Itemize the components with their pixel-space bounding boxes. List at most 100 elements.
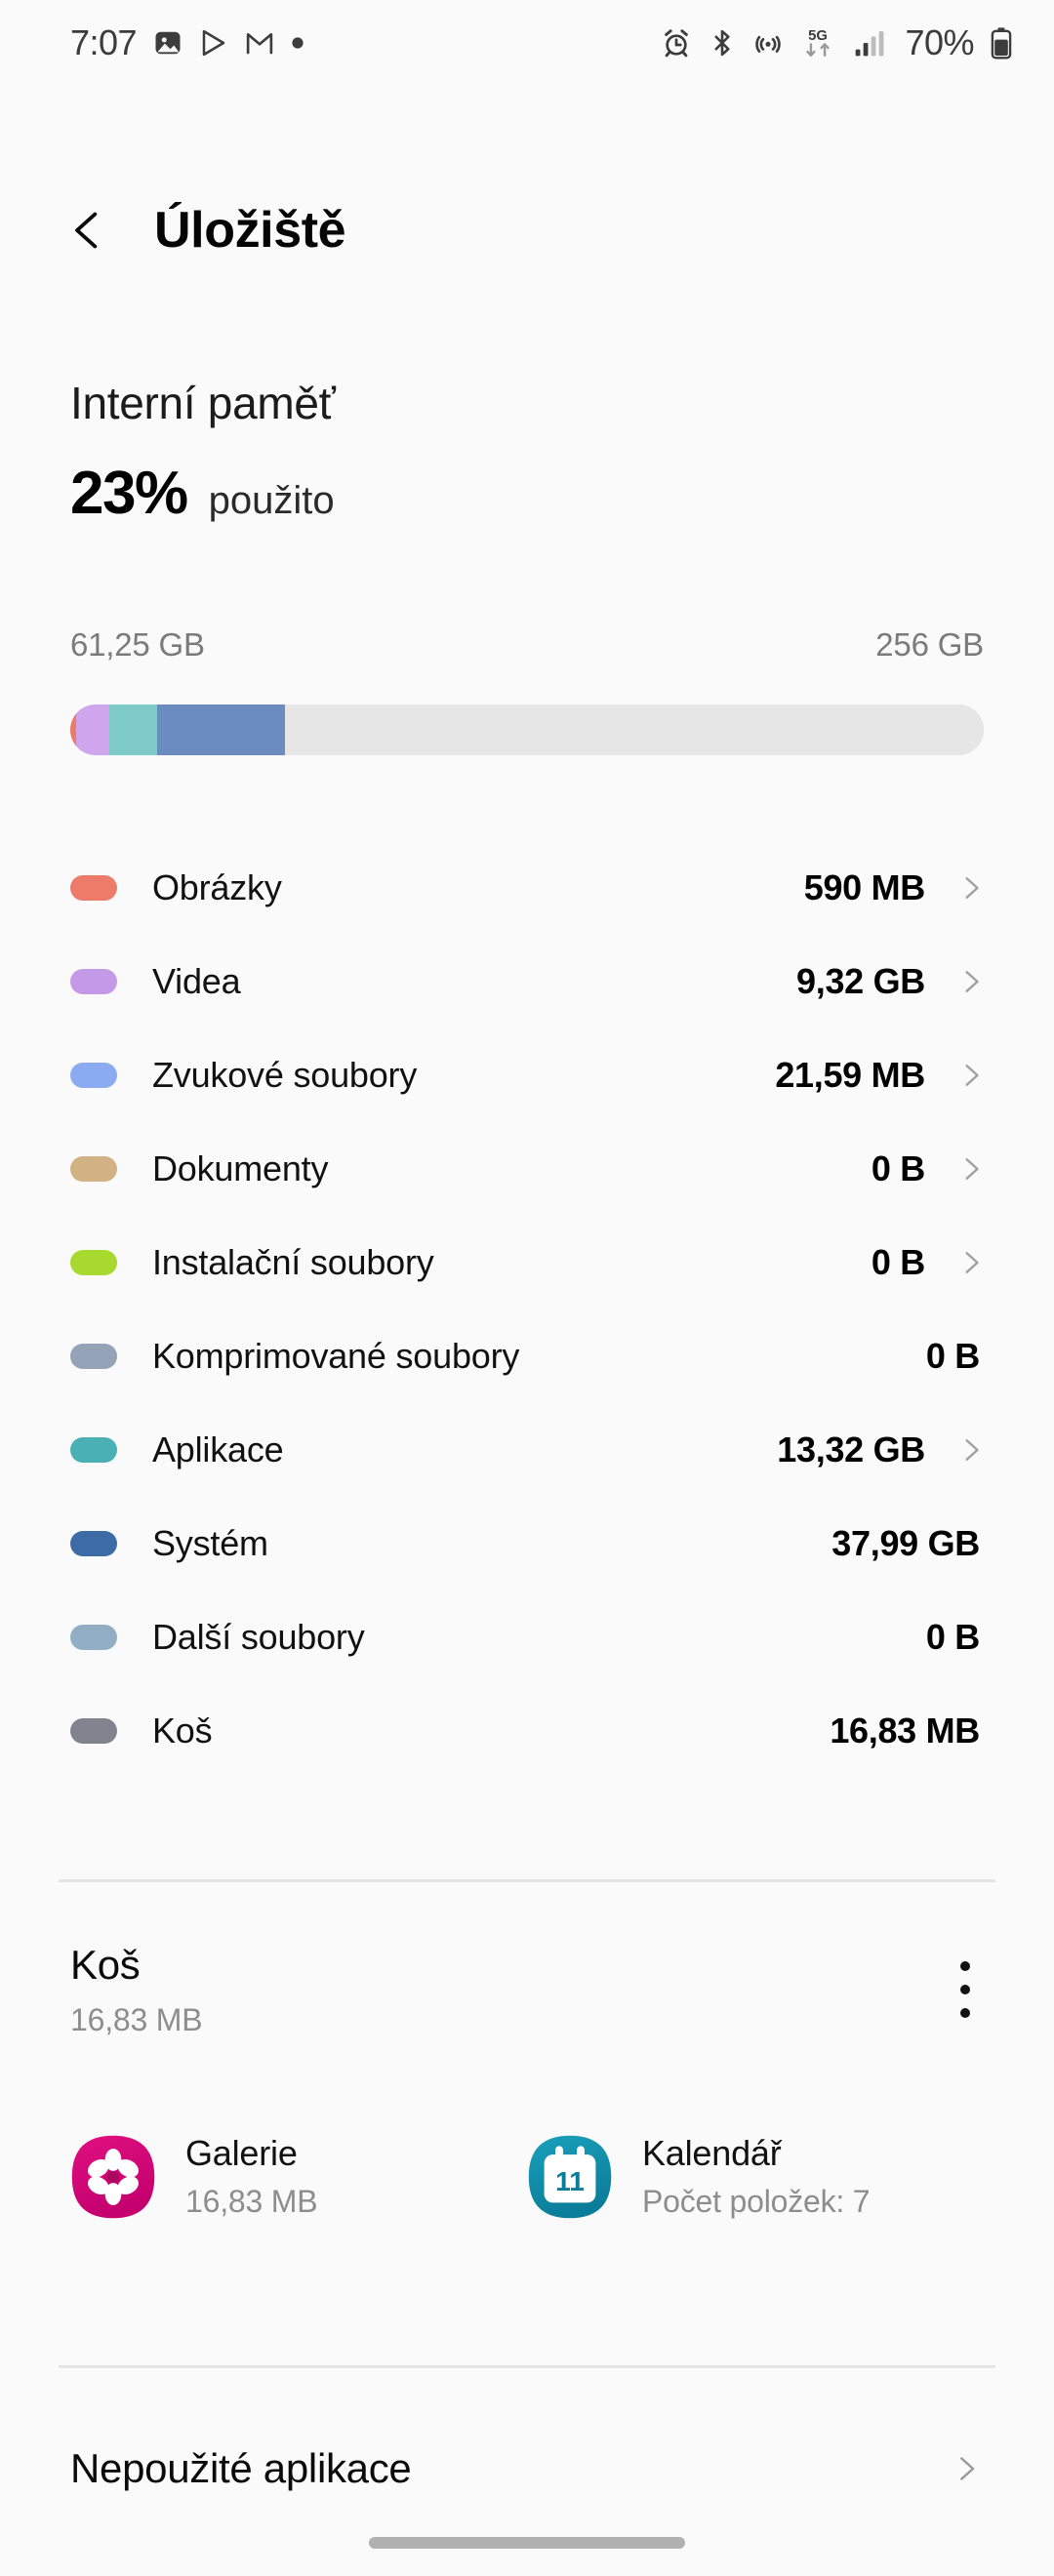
category-size: 9,32 GB [796, 961, 925, 1001]
battery-icon [991, 27, 1012, 60]
photos-icon [155, 31, 181, 55]
category-color-dot [70, 1437, 117, 1463]
chevron-left-icon[interactable] [66, 209, 109, 252]
trash-title: Koš [70, 1942, 141, 1988]
kebab-dot [960, 1985, 970, 1994]
category-size: 0 B [925, 1617, 980, 1657]
category-label: Videa [152, 961, 241, 1001]
samsung-calendar-icon: 11 [528, 2135, 612, 2218]
category-size: 16,83 MB [830, 1711, 980, 1751]
storage-category-row: Systém 37,99 GB [70, 1497, 984, 1590]
category-color-dot [70, 875, 117, 901]
calendar-day-number: 11 [555, 2166, 585, 2196]
category-color-dot [70, 1531, 117, 1556]
storage-category-row[interactable]: Aplikace 13,32 GB [70, 1403, 984, 1497]
category-color-dot [70, 1718, 117, 1744]
category-size: 21,59 MB [775, 1055, 925, 1095]
category-label: Obrázky [152, 867, 282, 907]
category-color-dot [70, 1156, 117, 1182]
storage-category-row[interactable]: Obrázky 590 MB [70, 841, 984, 935]
trash-app-gallery-detail: 16,83 MB [185, 2184, 318, 2219]
signal-bars-icon [856, 31, 884, 57]
category-label: Instalační soubory [152, 1242, 434, 1282]
trash-section: Koš 16,83 MB [70, 1942, 984, 2038]
usage-percent-unit: použito [208, 479, 335, 522]
usage-percent-row: 23% použito [70, 459, 988, 528]
category-color-dot [70, 1063, 117, 1088]
trash-app-calendar-name: Kalendář [642, 2133, 782, 2173]
usage-bar-segment [284, 704, 984, 755]
category-size: 0 B [871, 1242, 925, 1282]
storage-usage-bar [70, 704, 984, 755]
bluetooth-icon [714, 29, 730, 57]
storage-category-list: Obrázky 590 MB Videa 9,32 GB Zvukové soubory… [70, 841, 984, 1778]
category-color-dot [70, 969, 117, 994]
chevron-right-icon [965, 971, 979, 992]
category-color-dot [70, 1625, 117, 1650]
storage-category-row: Koš 16,83 MB [70, 1684, 984, 1778]
category-label: Koš [152, 1711, 213, 1751]
trash-app-gallery-name: Galerie [185, 2133, 298, 2173]
samsung-gallery-icon [71, 2135, 155, 2218]
status-bar-left: 7:07 [70, 22, 304, 63]
gmail-icon [246, 32, 273, 55]
chevron-right-icon [965, 877, 979, 899]
chevron-right-icon [965, 1065, 979, 1086]
usage-bar-segment [70, 704, 76, 755]
trash-app-gallery[interactable]: Galerie 16,83 MB [70, 2133, 527, 2220]
storage-category-row[interactable]: Instalační soubory 0 B [70, 1216, 984, 1309]
trash-size: 16,83 MB [70, 2002, 203, 2037]
unused-apps-label: Nepoužité aplikace [70, 2445, 412, 2491]
usage-bar-segment [109, 704, 157, 755]
status-bar: 7:07 [0, 0, 1054, 86]
kebab-dot [960, 1961, 970, 1971]
section-divider-top [59, 1879, 995, 1882]
category-size: 590 MB [803, 867, 926, 907]
storage-category-row[interactable]: Videa 9,32 GB [70, 935, 984, 1028]
total-capacity-label: 256 GB [875, 626, 984, 663]
usage-bar-segment [75, 704, 110, 755]
usage-percent-value: 23% [70, 460, 188, 527]
chevron-right-icon [965, 1252, 979, 1273]
category-label: Další soubory [152, 1617, 365, 1657]
hotspot-icon [755, 35, 782, 53]
trash-app-calendar-text: Kalendář Počet položek: 7 [642, 2133, 871, 2220]
category-size: 13,32 GB [777, 1429, 925, 1469]
home-gesture-bar[interactable] [369, 2537, 685, 2549]
capacity-labels: 61,25 GB 256 GB [70, 626, 984, 664]
category-label: Komprimované soubory [152, 1336, 520, 1376]
section-divider-bottom [59, 2365, 995, 2368]
kebab-dot [960, 2008, 970, 2018]
storage-category-row[interactable]: Dokumenty 0 B [70, 1122, 984, 1216]
category-size: 37,99 GB [831, 1523, 980, 1563]
trash-app-calendar[interactable]: 11 Kalendář Počet položek: 7 [527, 2133, 984, 2220]
category-label: Zvukové soubory [152, 1055, 418, 1095]
category-size: 0 B [925, 1336, 980, 1376]
alarm-icon [665, 29, 689, 58]
unused-apps-row[interactable]: Nepoužité aplikace [70, 2410, 984, 2527]
category-label: Aplikace [152, 1429, 284, 1469]
dot-indicator-icon [292, 37, 304, 49]
network-5g-icon: 5G [806, 28, 831, 57]
svg-text:5G: 5G [809, 28, 829, 44]
storage-category-row[interactable]: Zvukové soubory 21,59 MB [70, 1028, 984, 1122]
trash-app-list: Galerie 16,83 MB 11 Kalendář [70, 2133, 984, 2220]
internal-memory-label: Interní paměť [70, 378, 336, 428]
category-label: Dokumenty [152, 1148, 329, 1188]
storage-category-row: Komprimované soubory 0 B [70, 1309, 984, 1403]
more-vertical-icon[interactable] [960, 1961, 970, 2032]
category-label: Systém [152, 1523, 268, 1563]
category-color-dot [70, 1344, 117, 1369]
play-store-icon [202, 29, 225, 57]
usage-bar-segment [156, 704, 285, 755]
trash-app-calendar-detail: Počet položek: 7 [642, 2184, 871, 2219]
page-header: Úložiště [0, 172, 1054, 289]
storage-category-row: Další soubory 0 B [70, 1590, 984, 1684]
storage-summary: Interní paměť 23% použito [70, 377, 988, 528]
status-bar-right: 5G 70% [661, 22, 1013, 63]
category-size: 0 B [871, 1148, 925, 1188]
chevron-right-icon [965, 1439, 979, 1461]
status-bar-clock: 7:07 [70, 22, 138, 62]
used-capacity-label: 61,25 GB [70, 626, 205, 663]
